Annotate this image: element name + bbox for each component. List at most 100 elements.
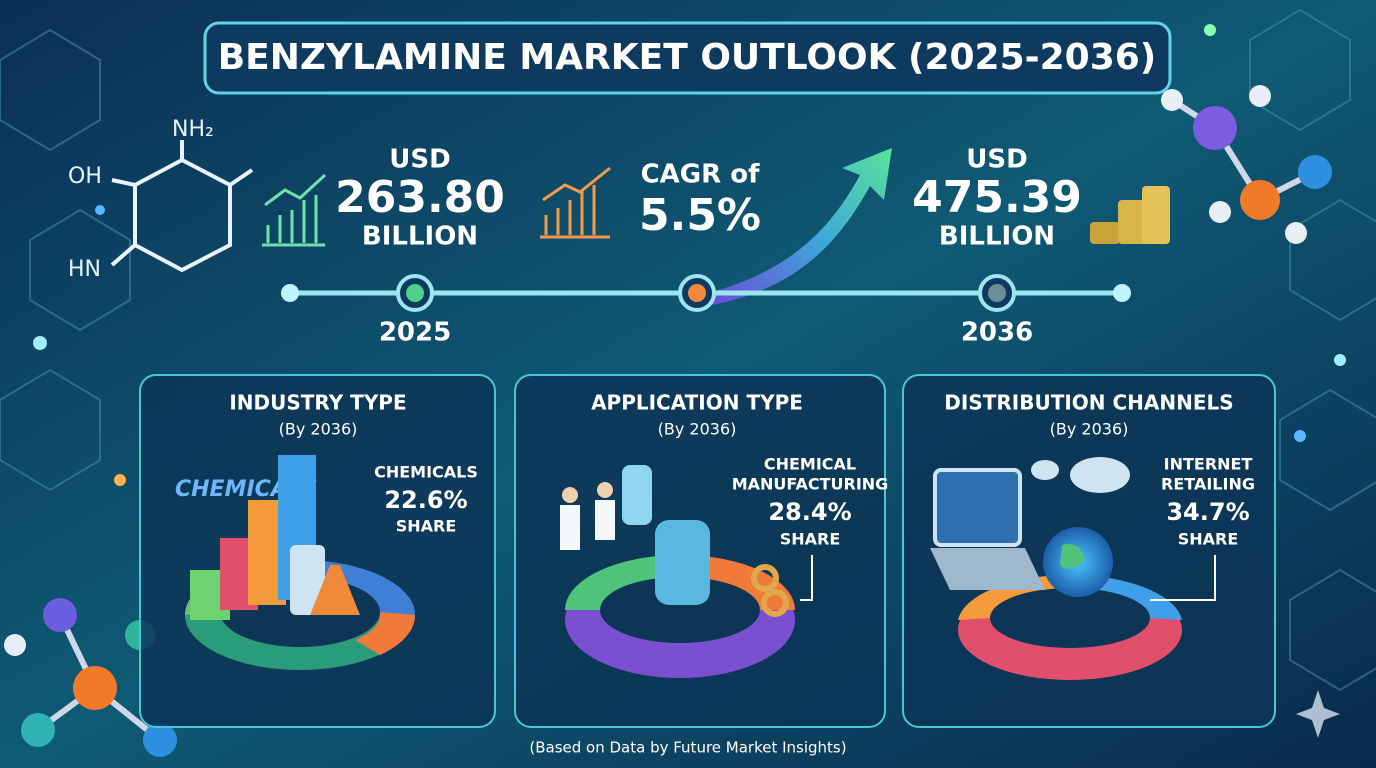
scientist xyxy=(597,482,613,498)
timeline-node-core xyxy=(988,284,1006,302)
segment-label: INTERNET xyxy=(1164,455,1253,474)
stat-value: 5.5% xyxy=(639,190,761,241)
gear xyxy=(751,564,779,592)
glow-dot xyxy=(95,205,105,215)
stat-prefix: USD xyxy=(966,145,1027,175)
hexagon xyxy=(1289,198,1376,322)
share-label: SHARE xyxy=(780,530,841,549)
atom xyxy=(1193,106,1237,150)
stat-value: 475.39 xyxy=(912,172,1082,223)
chart-icon xyxy=(262,173,327,247)
stat-unit: BILLION xyxy=(939,222,1055,252)
growth-arrow xyxy=(712,148,892,305)
stat-value: 263.80 xyxy=(335,172,505,223)
glow-dot xyxy=(114,474,126,486)
atom xyxy=(1298,155,1332,189)
atom xyxy=(143,723,177,757)
tank xyxy=(622,465,652,525)
share-value: 34.7% xyxy=(1166,498,1249,526)
icon-stroke xyxy=(262,173,327,247)
atom xyxy=(43,598,77,632)
coins-icon xyxy=(1090,186,1170,244)
molecule-label: NH₂ xyxy=(172,117,214,142)
segment-label: RETAILING xyxy=(1161,475,1255,494)
segment-label: CHEMICAL xyxy=(764,455,856,474)
sparkle xyxy=(1296,690,1340,738)
stat-prefix: CAGR of xyxy=(641,160,760,190)
atom xyxy=(1209,201,1231,223)
coin-stack xyxy=(1142,186,1170,244)
icon-stroke xyxy=(540,166,611,239)
bond xyxy=(111,178,136,187)
flask xyxy=(310,565,360,615)
laptop-screen xyxy=(933,468,1022,547)
stat-unit: BILLION xyxy=(362,222,478,252)
share-value: 28.4% xyxy=(768,498,851,526)
panel: DISTRIBUTION CHANNELS (By 2036) INTERNET… xyxy=(902,374,1276,728)
atom xyxy=(1240,180,1280,220)
bond xyxy=(228,168,254,187)
glow-dot xyxy=(1294,430,1306,442)
reactor xyxy=(655,520,710,605)
leader-line xyxy=(1150,555,1216,601)
atom xyxy=(21,713,55,747)
timeline-node-core xyxy=(406,284,424,302)
stat-prefix: USD xyxy=(389,145,450,175)
scientist xyxy=(562,487,578,503)
hex-network xyxy=(0,8,1376,692)
panel: INDUSTRY TYPE (By 2036) CHEMICALS CHEMIC… xyxy=(139,374,496,728)
hexagon xyxy=(1279,388,1376,512)
glow-dot xyxy=(1204,24,1216,36)
atom xyxy=(4,634,26,656)
panel-subtitle: (By 2036) xyxy=(279,420,358,439)
panel-subtitle: (By 2036) xyxy=(658,420,737,439)
hexagon xyxy=(29,208,131,332)
molecule-structure: NH₂ OH HN xyxy=(68,117,254,282)
hexagon xyxy=(0,368,101,492)
title-box xyxy=(203,21,1172,95)
panel-title: INDUSTRY TYPE xyxy=(229,391,406,415)
coin-stack xyxy=(1118,200,1148,244)
atom xyxy=(1161,89,1183,111)
scientist xyxy=(560,505,580,550)
footer-note: (Based on Data by Future Market Insights… xyxy=(529,739,846,757)
donut-hole xyxy=(990,588,1150,648)
timeline-end xyxy=(1113,284,1131,302)
panel-subtitle: (By 2036) xyxy=(1050,420,1129,439)
glow-dot xyxy=(1334,354,1346,366)
panel: APPLICATION TYPE (By 2036) CHEMICAL MANU… xyxy=(514,374,889,728)
coin-stack xyxy=(1090,222,1120,244)
segment-label: CHEMICALS xyxy=(374,463,478,482)
molecule-label: OH xyxy=(68,164,102,189)
hexagon xyxy=(0,28,101,152)
cloud xyxy=(1070,457,1130,493)
bond xyxy=(110,243,137,267)
leader-line xyxy=(800,555,813,601)
timeline-node-core xyxy=(688,284,706,302)
molecule-model xyxy=(4,85,1332,757)
globe-land xyxy=(1060,544,1085,569)
donut-hole xyxy=(600,577,760,643)
segment-label: MANUFACTURING xyxy=(732,475,889,494)
timeline-end xyxy=(281,284,299,302)
panel-title: APPLICATION TYPE xyxy=(591,391,803,415)
panel-title: DISTRIBUTION CHANNELS xyxy=(944,391,1233,415)
gear xyxy=(761,589,789,617)
cloud xyxy=(1031,460,1059,480)
atom xyxy=(1285,222,1307,244)
timeline-year: 2036 xyxy=(961,318,1033,348)
share-label: SHARE xyxy=(1178,530,1239,549)
timeline-year: 2025 xyxy=(379,318,451,348)
share-value: 22.6% xyxy=(384,486,467,514)
title: BENZYLAMINE MARKET OUTLOOK (2025-2036) xyxy=(218,37,1157,78)
atom xyxy=(73,666,117,710)
scientist xyxy=(595,500,615,540)
donut-segment xyxy=(565,555,680,610)
donut-segment xyxy=(355,612,416,655)
hexagon xyxy=(1289,568,1376,692)
share-label: SHARE xyxy=(396,517,457,536)
atom xyxy=(1249,85,1271,107)
laptop-base xyxy=(930,548,1045,590)
chart-icon xyxy=(540,166,611,239)
